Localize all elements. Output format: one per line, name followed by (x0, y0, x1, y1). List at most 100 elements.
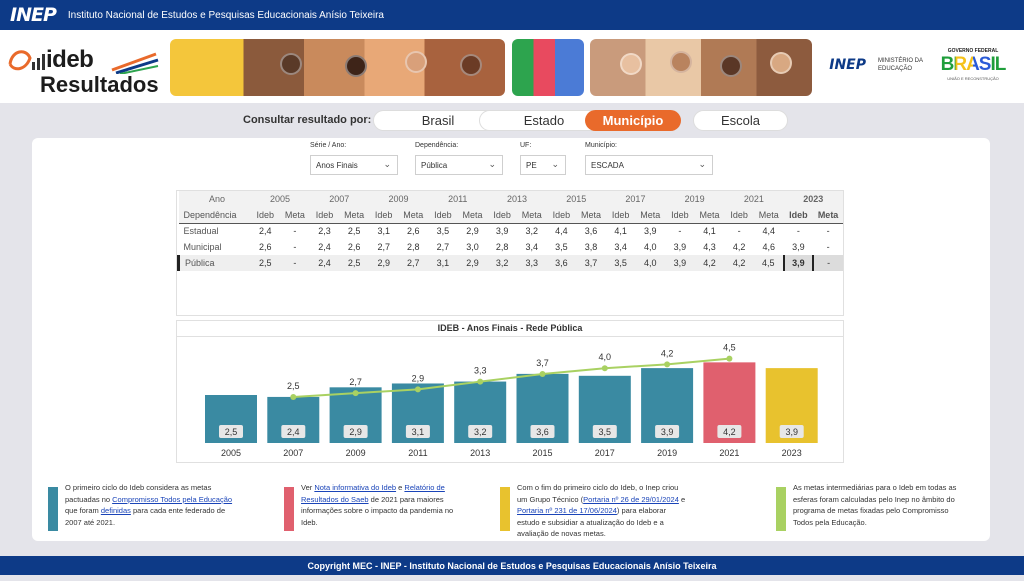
table-cell: 3,9 (792, 242, 805, 252)
table-cell: 3,6 (546, 255, 577, 271)
table-cell: 3,9 (495, 226, 509, 237)
table-cell: 2,9 (466, 226, 479, 237)
table-cell: 2,3 (318, 226, 331, 237)
meta-point (726, 355, 733, 362)
table-cell: 2,9 (368, 255, 399, 271)
municipio-filter: Município: ESCADA ⌄ (585, 142, 713, 175)
bar-label-bg (530, 425, 555, 438)
students-photo-1 (170, 39, 505, 96)
bar-data-label: 3,9 (785, 427, 798, 437)
option-brasil[interactable]: Brasil (373, 110, 503, 131)
table-cell: - (812, 255, 843, 271)
dependencia-filter: Dependência: Pública ⌄ (415, 142, 503, 175)
gov-sub-text: UNIÃO E RECONSTRUÇÃO (947, 76, 999, 81)
footnote-color-bar (776, 487, 786, 531)
footnote: As metas intermediárias para o Ideb em t… (776, 482, 962, 536)
bar-data-label: 3,2 (474, 427, 487, 437)
footnote-link[interactable]: Compromisso Todos pela Educação (112, 494, 233, 504)
dependencia-value: Pública (421, 160, 448, 170)
table-cell: 3,4 (614, 242, 627, 252)
bar-data-label: 3,6 (536, 427, 549, 437)
table-cell: 3,3 (516, 255, 547, 271)
bar-label-bg (717, 425, 742, 438)
table-cell: 2,7 (377, 242, 390, 252)
table-row[interactable]: Pública 2,5-2,4 2,5 2,9 2,7 3,1 2,9 3,2 3,3 3,6 3,… (177, 255, 843, 271)
table-cell: 2,4 (258, 226, 272, 237)
table-cell: - (796, 226, 800, 237)
bar-label-bg (281, 425, 306, 438)
footnote-link[interactable]: definidas (100, 506, 131, 515)
footnote-link[interactable]: Nota informativa do Ideb (314, 483, 397, 492)
bar-data-label: 2,9 (349, 427, 362, 437)
footer-copyright: Copyright MEC - INEP - Instituto Naciona… (0, 556, 1024, 575)
x-tick-label: 2007 (283, 448, 303, 458)
institute-title: Instituto Nacional de Estudos e Pesquisa… (67, 9, 384, 21)
municipio-dropdown[interactable]: ESCADA ⌄ (585, 155, 713, 175)
meta-data-label: 2,9 (412, 373, 425, 383)
table-cell: 3,4 (525, 242, 539, 252)
row-label: Estadual (183, 226, 219, 237)
footnote-link[interactable]: Portaria nº 26 de 29/01/2024 (583, 494, 679, 504)
footnote-text: Com o fim do primeiro ciclo do Ideb, o I… (517, 483, 679, 504)
subheader: Meta (635, 207, 666, 224)
option-estado[interactable]: Estado (479, 110, 609, 131)
footnote: Ver Nota informativa do Ideb e Relatório… (284, 482, 470, 536)
table-cell: 4,3 (703, 242, 716, 252)
ideb-wordmark: ideb (46, 46, 94, 73)
option-municipio[interactable]: Município (585, 110, 681, 131)
table-cell: 4,5 (753, 255, 784, 271)
table-cell: 4,0 (635, 255, 666, 271)
table-cell: 3,8 (584, 242, 598, 252)
partner-logos: INEP MINISTÉRIO DA EDUCAÇÃO GOVERNO FEDE… (829, 48, 1008, 81)
table-cell: 4,4 (555, 226, 568, 237)
inep-partner-logo[interactable]: INEP (829, 56, 866, 73)
table-cell: 4,1 (703, 226, 716, 237)
option-escola[interactable]: Escola (693, 110, 788, 131)
meta-point (601, 365, 608, 372)
table-cell: 2,7 (436, 242, 450, 252)
subheader: Meta (280, 207, 310, 224)
subheader: Meta (813, 207, 843, 224)
dependencia-dropdown[interactable]: Pública ⌄ (415, 155, 503, 175)
meta-point (539, 370, 546, 377)
subheader: Meta (753, 207, 784, 224)
meta-point (290, 394, 297, 400)
subheader: Ideb (783, 207, 814, 224)
serie-dropdown[interactable]: Anos Finais ⌄ (310, 155, 398, 175)
ideb-swoosh-icon (8, 50, 45, 71)
bar-label-bg (343, 425, 368, 438)
table-cell: 2,8 (495, 242, 509, 252)
table-row[interactable]: Estadual 2,4 - 2,3 2,5 3,1 2,6 3,5 2,9 3,9 3,2 4,4 3… (179, 223, 844, 239)
x-tick-label: 2013 (470, 448, 490, 458)
table-cell: 3,5 (605, 255, 636, 271)
uf-dropdown[interactable]: PE ⌄ (520, 155, 566, 175)
municipio-label: Município: (585, 142, 617, 149)
footnote-text: de 2021 para maiores informações sobre o… (301, 494, 454, 527)
governo-federal-logo: GOVERNO FEDERAL BRASIL UNIÃO E RECONSTRU… (938, 48, 1008, 81)
bar-data-label: 3,9 (661, 427, 674, 437)
table-cell: 3,5 (436, 226, 450, 237)
meta-data-label: 4,5 (723, 343, 736, 353)
table-cell: 3,9 (665, 255, 695, 271)
table-cell: 2,6 (258, 242, 272, 252)
footnote-text: Ver (301, 483, 315, 492)
footnote-link[interactable]: Portaria nº 231 de 17/06/2024 (517, 506, 617, 515)
chevron-down-icon: ⌄ (698, 159, 706, 169)
ideb-table: Ano 2005 2007 2009 2011 2013 2015 2017 2019 2021 2… (177, 191, 843, 303)
table-cell: 3,9 (782, 255, 814, 271)
gov-top-text: GOVERNO FEDERAL (947, 48, 999, 54)
bar-data-label: 2,4 (287, 427, 300, 437)
inep-logo[interactable]: INEP (10, 4, 57, 26)
row-label: Pública (177, 255, 251, 271)
footnote-link[interactable]: Relatório de Resultados do Saeb (301, 483, 445, 504)
subheader: Ideb (724, 207, 754, 224)
year-header: 2019 (665, 191, 725, 207)
subheader: Ideb (428, 207, 458, 224)
year-header: 2011 (428, 191, 488, 207)
table-cell: 2,9 (457, 255, 488, 271)
footnote-color-bar (500, 487, 510, 531)
meta-data-label: 3,3 (474, 366, 487, 376)
x-tick-label: 2009 (346, 448, 366, 458)
table-row[interactable]: Municipal 2,6 - 2,4 2,6 2,7 2,8 2,7 3,0 2,8 3,4 3,5… (179, 239, 844, 255)
table-cell: - (280, 255, 310, 271)
